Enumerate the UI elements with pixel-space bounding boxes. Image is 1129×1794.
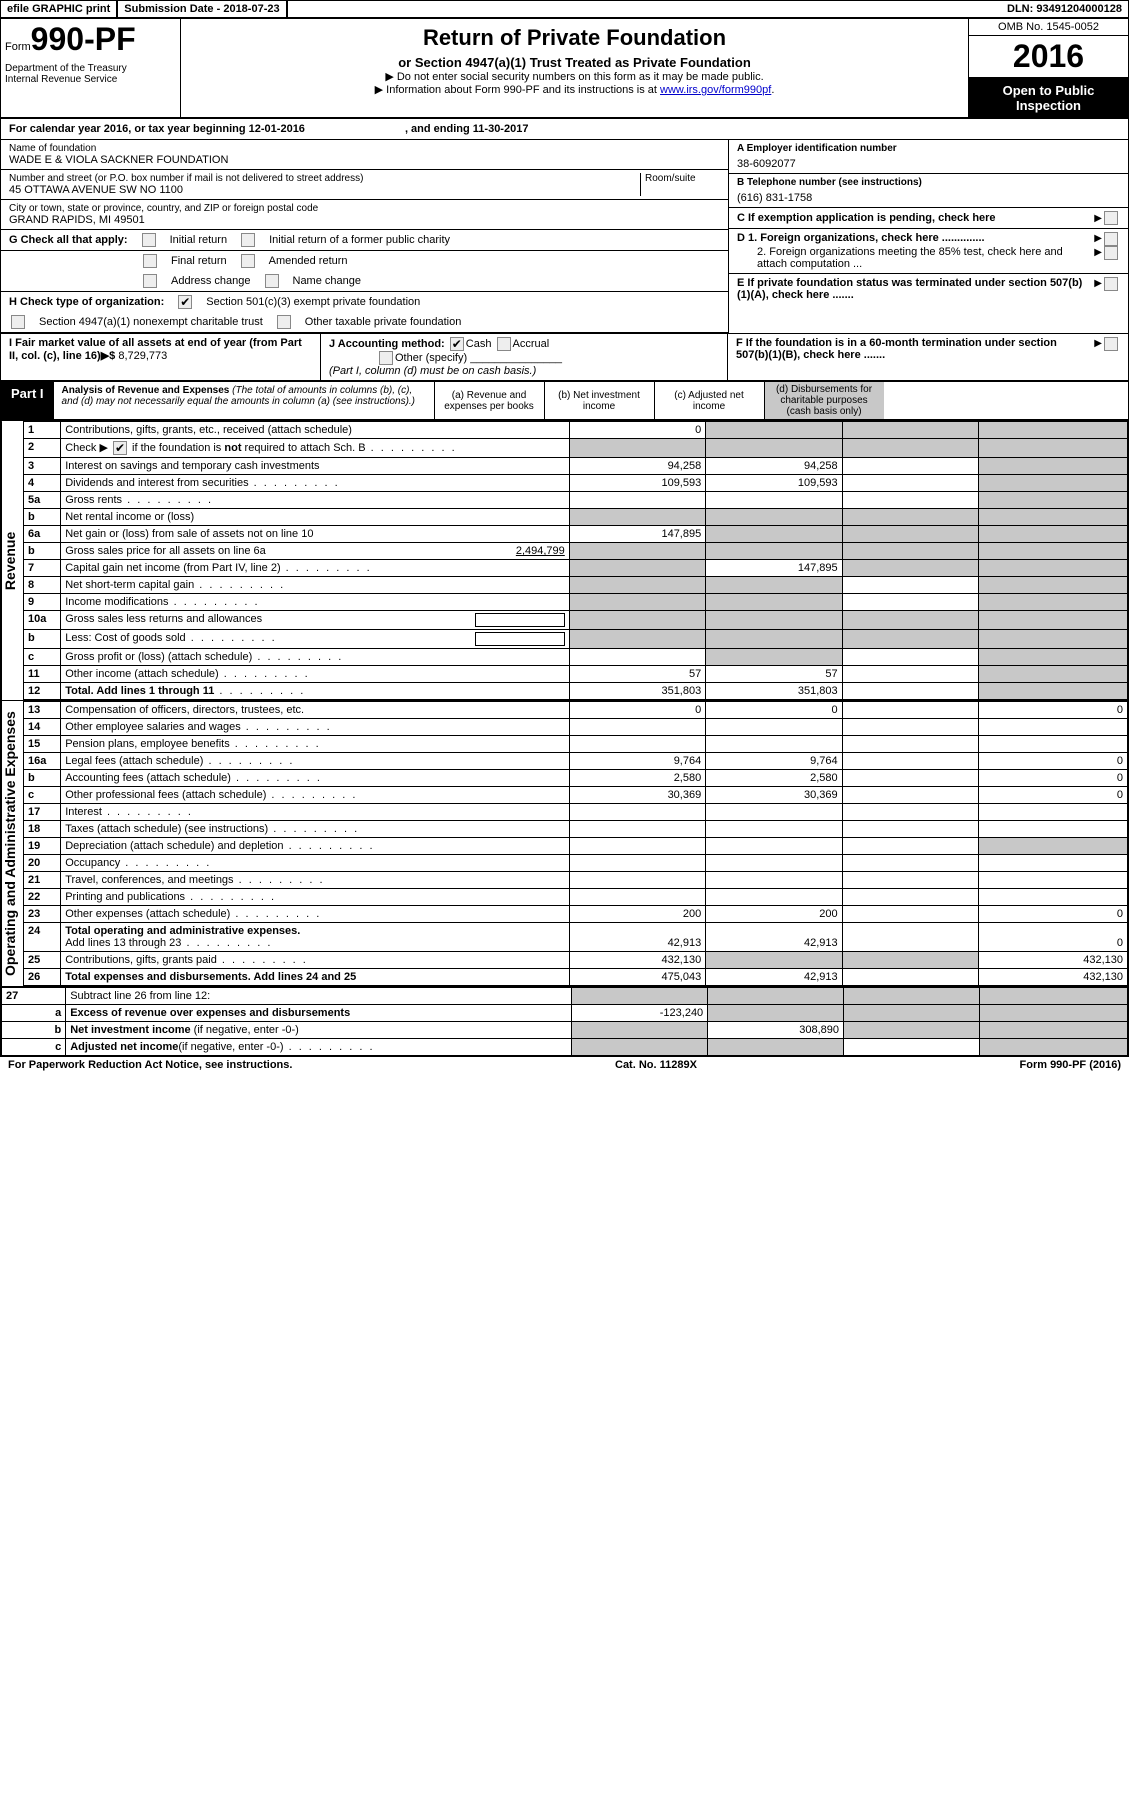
form-subtitle: or Section 4947(a)(1) Trust Treated as P… <box>187 55 962 70</box>
top-bar: efile GRAPHIC print Submission Date - 20… <box>1 1 1128 19</box>
revenue-label: Revenue <box>1 421 23 700</box>
checkbox-d2[interactable] <box>1104 246 1118 260</box>
checkbox-cash[interactable] <box>450 337 464 351</box>
e-cell: E If private foundation status was termi… <box>729 274 1128 304</box>
header-right: OMB No. 1545-0052 2016 Open to Public In… <box>968 19 1128 117</box>
footer-center: Cat. No. 11289X <box>615 1059 697 1071</box>
col-b-header: (b) Net investment income <box>544 382 654 419</box>
g-row3: Address change Name change <box>1 271 728 292</box>
g-label: G Check all that apply: <box>9 234 128 246</box>
checkbox-d1[interactable] <box>1104 232 1118 246</box>
irs-link[interactable]: www.irs.gov/form990pf <box>660 84 771 96</box>
tel-cell: B Telephone number (see instructions) (6… <box>729 174 1128 208</box>
h-label: H Check type of organization: <box>9 296 164 308</box>
form-page: efile GRAPHIC print Submission Date - 20… <box>0 0 1129 1057</box>
form-header: Form990-PF Department of the Treasury In… <box>1 19 1128 119</box>
info-bottom: I Fair market value of all assets at end… <box>1 334 1128 382</box>
part1-header: Part I Analysis of Revenue and Expenses … <box>1 382 1128 420</box>
i-cell: I Fair market value of all assets at end… <box>1 334 321 380</box>
line27-table: 27Subtract line 26 from line 12: aExcess… <box>1 986 1128 1056</box>
checkbox-501c3[interactable] <box>178 295 192 309</box>
open-public: Open to Public Inspection <box>969 79 1128 117</box>
irs-label: Internal Revenue Service <box>5 74 176 85</box>
ein: 38-6092077 <box>737 158 1120 170</box>
footer-right: Form 990-PF (2016) <box>1020 1059 1122 1071</box>
checkbox-initial-return[interactable] <box>142 233 156 247</box>
dln: DLN: 93491204000128 <box>1001 1 1128 17</box>
city-state-zip: GRAND RAPIDS, MI 49501 <box>9 214 720 226</box>
checkbox-other-taxable[interactable] <box>277 315 291 329</box>
header-mid: Return of Private Foundation or Section … <box>181 19 968 117</box>
efile-label: efile GRAPHIC print <box>1 1 118 17</box>
page-footer: For Paperwork Reduction Act Notice, see … <box>0 1057 1129 1073</box>
telephone: (616) 831-1758 <box>737 192 1120 204</box>
info-left: Name of foundation WADE E & VIOLA SACKNE… <box>1 140 728 333</box>
checkbox-amended[interactable] <box>241 254 255 268</box>
h-row1: H Check type of organization: Section 50… <box>1 292 728 312</box>
checkbox-f[interactable] <box>1104 337 1118 351</box>
room-suite-label: Room/suite <box>645 173 720 184</box>
expenses-label: Operating and Administrative Expenses <box>1 701 23 986</box>
checkbox-address-change[interactable] <box>143 274 157 288</box>
omb-number: OMB No. 1545-0052 <box>969 19 1128 36</box>
expenses-table: 13Compensation of officers, directors, t… <box>23 701 1128 986</box>
checkbox-schb[interactable] <box>113 441 127 455</box>
g-row2: Final return Amended return <box>1 251 728 271</box>
ssn-note: ▶ Do not enter social security numbers o… <box>187 70 962 83</box>
street-address: 45 OTTAWA AVENUE SW NO 1100 <box>9 184 640 196</box>
expenses-section: Operating and Administrative Expenses 13… <box>1 700 1128 986</box>
j-cell: J Accounting method: Cash Accrual Other … <box>321 334 728 380</box>
part1-desc: Analysis of Revenue and Expenses (The to… <box>54 382 434 419</box>
checkbox-accrual[interactable] <box>497 337 511 351</box>
form-number: 990-PF <box>31 21 136 57</box>
ein-cell: A Employer identification number 38-6092… <box>729 140 1128 174</box>
dept-label: Department of the Treasury <box>5 63 176 74</box>
header-left: Form990-PF Department of the Treasury In… <box>1 19 181 117</box>
checkbox-e[interactable] <box>1104 277 1118 291</box>
foundation-name: WADE E & VIOLA SACKNER FOUNDATION <box>9 154 720 166</box>
checkbox-final-return[interactable] <box>143 254 157 268</box>
c-cell: C If exemption application is pending, c… <box>729 208 1128 229</box>
city-cell: City or town, state or province, country… <box>1 200 728 230</box>
foundation-name-cell: Name of foundation WADE E & VIOLA SACKNE… <box>1 140 728 170</box>
column-headers: (a) Revenue and expenses per books (b) N… <box>434 382 1128 419</box>
checkbox-4947a1[interactable] <box>11 315 25 329</box>
calendar-year-row: For calendar year 2016, or tax year begi… <box>1 119 1128 140</box>
form-prefix: Form <box>5 41 31 53</box>
checkbox-name-change[interactable] <box>265 274 279 288</box>
line6b-value: 2,494,799 <box>516 545 565 557</box>
info-right: A Employer identification number 38-6092… <box>728 140 1128 333</box>
revenue-table: 1Contributions, gifts, grants, etc., rec… <box>23 421 1128 700</box>
info-block: Name of foundation WADE E & VIOLA SACKNE… <box>1 140 1128 334</box>
footer-left: For Paperwork Reduction Act Notice, see … <box>8 1059 292 1071</box>
part1-label: Part I <box>1 382 54 419</box>
f-cell: F If the foundation is in a 60-month ter… <box>728 334 1128 380</box>
checkbox-c[interactable] <box>1104 211 1118 225</box>
h-row2: Section 4947(a)(1) nonexempt charitable … <box>1 312 728 333</box>
revenue-section: Revenue 1Contributions, gifts, grants, e… <box>1 420 1128 700</box>
address-cell: Number and street (or P.O. box number if… <box>1 170 728 200</box>
g-row: G Check all that apply: Initial return I… <box>1 230 728 251</box>
tax-year: 2016 <box>969 36 1128 79</box>
submission-date: Submission Date - 2018-07-23 <box>118 1 287 17</box>
instructions-note: ▶ Information about Form 990-PF and its … <box>187 83 962 96</box>
form-title: Return of Private Foundation <box>187 25 962 51</box>
col-d-header: (d) Disbursements for charitable purpose… <box>764 382 884 419</box>
d-cell: D 1. Foreign organizations, check here .… <box>729 229 1128 274</box>
fmv-value: 8,729,773 <box>118 350 167 362</box>
j-note: (Part I, column (d) must be on cash basi… <box>329 365 536 377</box>
col-a-header: (a) Revenue and expenses per books <box>434 382 544 419</box>
checkbox-other-method[interactable] <box>379 351 393 365</box>
checkbox-initial-former[interactable] <box>241 233 255 247</box>
col-c-header: (c) Adjusted net income <box>654 382 764 419</box>
